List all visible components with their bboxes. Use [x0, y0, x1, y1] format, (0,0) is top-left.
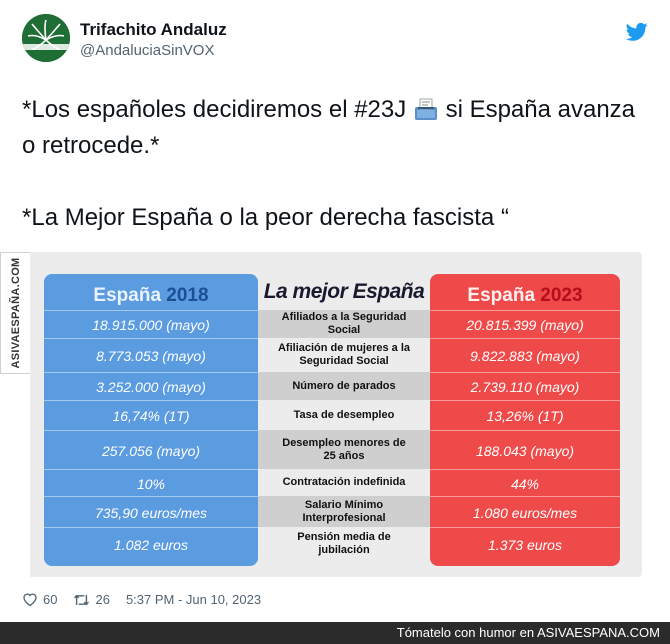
- value-2018: 8.773.053 (mayo): [44, 338, 258, 373]
- column-labels: La mejor España Afiliados a la Seguridad…: [258, 274, 430, 566]
- tweet-paragraph-2: *La Mejor España o la peor derecha fasci…: [22, 204, 509, 231]
- indicator-label: Desempleo menores de 25 años: [258, 430, 430, 469]
- indicator-row: Pensión media de jubilación: [258, 527, 430, 560]
- value-2018: 257.056 (mayo): [44, 430, 258, 470]
- retweet-button[interactable]: 26: [73, 592, 110, 607]
- column-2023-title-label: España: [467, 285, 536, 306]
- retweet-count: 26: [95, 592, 110, 607]
- value-2023: 188.043 (mayo): [430, 430, 620, 470]
- indicator-row: Número de parados: [258, 372, 430, 400]
- bottom-bar-text[interactable]: Tómatelo con humor en ASIVAESPANA.COM: [396, 625, 660, 640]
- tweet-footer: 60 26 5:37 PM - Jun 10, 2023: [22, 592, 277, 607]
- value-2018: 735,90 euros/mes: [44, 496, 258, 528]
- ballot-box-icon: [414, 98, 437, 120]
- indicator-row: Afiliados a la Seguridad Social: [258, 310, 430, 338]
- avatar-icon: [22, 14, 70, 62]
- indicator-row: Tasa de desempleo: [258, 400, 430, 430]
- site-bottom-bar: Tómatelo con humor en ASIVAESPANA.COM: [0, 622, 670, 644]
- value-2018: 3.252.000 (mayo): [44, 372, 258, 401]
- column-2023: España 2023 20.815.399 (mayo) 9.822.883 (…: [430, 274, 620, 566]
- indicator-label: Contratación indefinida: [258, 469, 430, 496]
- author-name[interactable]: Trifachito Andaluz: [80, 20, 227, 39]
- avatar[interactable]: [22, 14, 70, 62]
- indicator-row: Desempleo menores de 25 años: [258, 430, 430, 469]
- value-2023: 2.739.110 (mayo): [430, 372, 620, 401]
- value-2018: 16,74% (1T): [44, 400, 258, 431]
- column-2023-year: 2023: [540, 285, 583, 306]
- column-2018-title: España 2018: [44, 280, 258, 312]
- tweet-header: Trifachito Andaluz @AndaluciaSinVOX: [22, 14, 648, 74]
- indicator-row: Salario Mínimo Interprofesional: [258, 496, 430, 527]
- tweet-text: *Los españoles decidiremos el #23J si Es…: [22, 92, 642, 236]
- like-button[interactable]: 60: [22, 592, 57, 607]
- tweet-image[interactable]: España 2018 18.915.000 (mayo) 8.773.053 (…: [30, 252, 642, 577]
- column-labels-title: La mejor España: [263, 280, 425, 303]
- heart-icon: [23, 593, 37, 607]
- value-2023: 1.373 euros: [430, 527, 620, 561]
- tweet-text-line1: *Los españoles decidiremos el #23J: [22, 96, 407, 123]
- value-2023: 13,26% (1T): [430, 400, 620, 431]
- author-handle[interactable]: @AndaluciaSinVOX: [80, 42, 215, 59]
- watermark-text: ASIVAESPAÑA.COM: [10, 257, 22, 369]
- value-2018: 1.082 euros: [44, 527, 258, 561]
- indicator-label: Afiliados a la Seguridad Social: [258, 310, 430, 338]
- timestamp-text: 5:37 PM - Jun 10, 2023: [125, 592, 262, 607]
- column-2018-title-label: España: [93, 285, 162, 306]
- tweet-paragraph-1: *Los españoles decidiremos el #23J si Es…: [22, 92, 642, 164]
- indicator-label: Salario Mínimo Interprofesional: [258, 496, 430, 527]
- value-2023: 44%: [430, 469, 620, 497]
- indicator-label: Número de parados: [258, 372, 430, 400]
- indicator-label: Tasa de desempleo: [258, 400, 430, 430]
- twitter-bird-icon[interactable]: [626, 22, 648, 42]
- column-2018: España 2018 18.915.000 (mayo) 8.773.053 (…: [44, 274, 258, 566]
- value-2023: 1.080 euros/mes: [430, 496, 620, 528]
- value-2023: 20.815.399 (mayo): [430, 310, 620, 339]
- value-2023: 9.822.883 (mayo): [430, 338, 620, 373]
- value-2018: 10%: [44, 469, 258, 497]
- value-2018: 18.915.000 (mayo): [44, 310, 258, 339]
- site-watermark: ASIVAESPAÑA.COM: [0, 252, 32, 374]
- column-2018-year: 2018: [166, 285, 209, 306]
- indicator-label: Afiliación de mujeres a la Seguridad Soc…: [258, 338, 430, 372]
- retweet-icon: [74, 594, 90, 605]
- tweet-timestamp[interactable]: 5:37 PM - Jun 10, 2023: [126, 592, 261, 607]
- column-2023-title: España 2023: [430, 280, 620, 312]
- like-count: 60: [43, 592, 58, 607]
- tweet-text-line1b: si España avanza o retrocede.*: [22, 96, 636, 159]
- indicator-label: Pensión media de jubilación: [258, 527, 430, 560]
- indicator-row: Contratación indefinida: [258, 469, 430, 496]
- indicator-row: Afiliación de mujeres a la Seguridad Soc…: [258, 338, 430, 372]
